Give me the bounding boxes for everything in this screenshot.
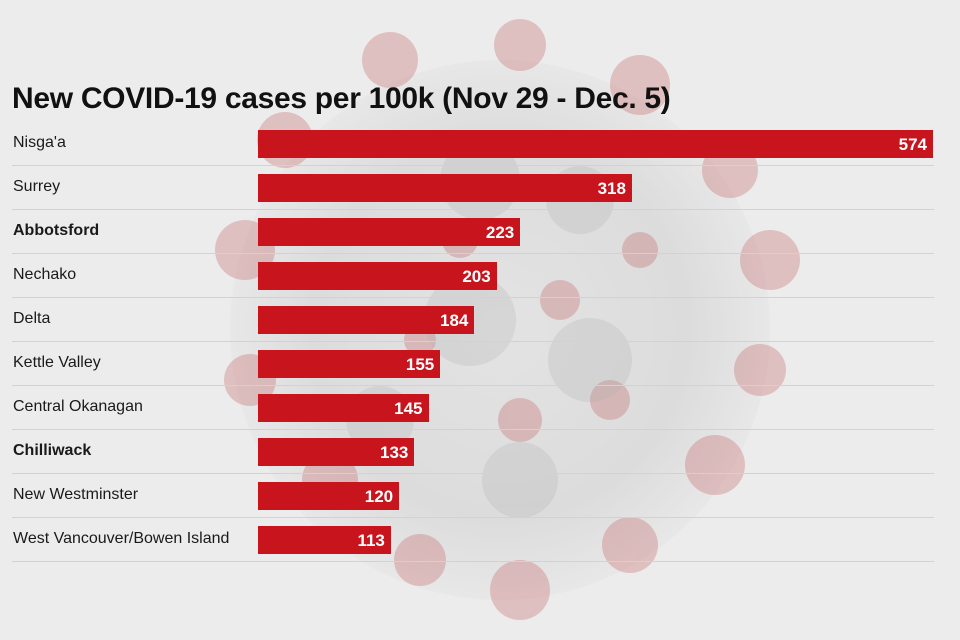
chart-row: Abbotsford 223 [12, 210, 934, 254]
chart-row: West Vancouver/Bowen Island 113 [12, 518, 934, 562]
bar-value-label: 145 [394, 399, 423, 418]
category-label: Delta [13, 310, 51, 327]
chart-row: Delta 184 [12, 298, 934, 342]
bar-value-label: 223 [485, 223, 515, 242]
bar: 184 [258, 306, 475, 334]
category-label: Nisga'a [13, 134, 66, 151]
bar: 574 [258, 130, 933, 158]
bar-value-label: 318 [597, 179, 626, 198]
chart-row: Central Okanagan 145 [12, 386, 934, 430]
bar: 223 [258, 218, 521, 246]
bar-value-label: 120 [364, 487, 394, 506]
bar-value-label: 155 [405, 355, 435, 374]
bar: 113 [258, 526, 391, 554]
bar: 133 [258, 438, 415, 466]
category-label: Chilliwack [13, 442, 92, 459]
chart-row: Surrey 318 [12, 166, 934, 210]
bar: 155 [258, 350, 441, 378]
chart-row: Chilliwack 133 [12, 430, 934, 474]
bar: 145 [258, 394, 429, 422]
category-label: Surrey [13, 178, 61, 195]
chart-row: Nisga'a 574 [12, 122, 934, 166]
chart-row: Nechako 203 [12, 254, 934, 298]
category-label: Kettle Valley [13, 354, 101, 371]
bar-value-label: 184 [440, 311, 469, 330]
chart-row: New Westminster 120 [12, 474, 934, 518]
category-label: New Westminster [13, 486, 139, 503]
chart-title: New COVID-19 cases per 100k (Nov 29 - De… [12, 82, 671, 115]
chart-row: Kettle Valley 155 [12, 342, 934, 386]
category-label: Abbotsford [13, 222, 100, 239]
bar: 120 [258, 482, 400, 510]
category-label: Nechako [13, 266, 77, 283]
category-label: Central Okanagan [13, 398, 143, 415]
bar-value-label: 203 [462, 267, 491, 286]
bar-value-label: 133 [380, 443, 409, 462]
bar: 318 [258, 174, 632, 202]
bar-chart-rows: Nisga'a 574 Surrey 318 Abbotsford 223 Nechako 2… [12, 122, 934, 562]
category-label: West Vancouver/Bowen Island [13, 530, 230, 547]
bar-value-label: 113 [357, 531, 385, 550]
bar: 203 [258, 262, 497, 290]
bar-value-label: 574 [898, 135, 927, 154]
